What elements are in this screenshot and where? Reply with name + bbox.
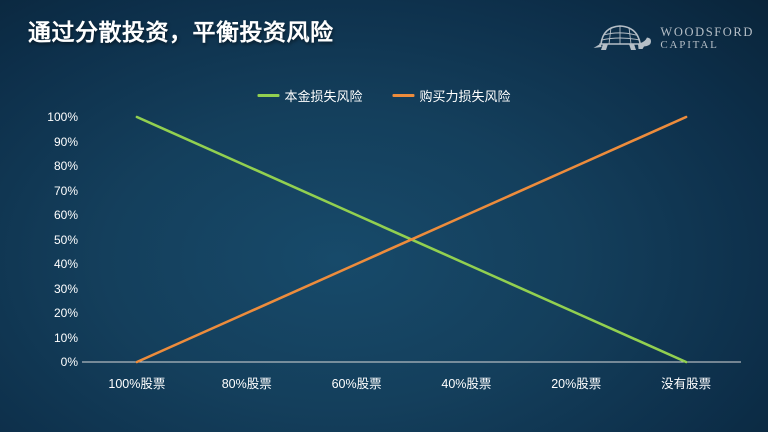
y-tick-label: 60% [53,208,78,222]
y-tick-label: 50% [53,232,78,247]
y-tick-label: 70% [53,183,78,198]
y-tick-label: 80% [53,159,78,173]
y-tick-label: 20% [53,306,78,320]
x-category-label: 100%股票 [108,377,166,391]
legend-swatch [392,94,415,97]
logo-name: WOODSFORD [660,24,754,39]
logo-subname: CAPITAL [660,38,719,51]
y-tick-label: 100% [47,110,78,124]
legend-swatch [257,94,280,97]
legend-item-0: 本金损失风险 [257,86,363,105]
x-category-label: 没有股票 [661,377,712,391]
company-logo: WOODSFORD CAPITAL [590,18,754,58]
legend-item-1: 购买力损失风险 [392,86,511,105]
logo-wordmark: WOODSFORD CAPITAL [660,24,754,51]
y-tick-label: 40% [53,257,78,271]
chart-legend: 本金损失风险 购买力损失风险 [257,86,511,105]
x-category-label: 40%股票 [441,377,492,391]
line-chart [82,115,741,364]
x-category-label: 60%股票 [331,377,382,391]
y-tick-label: 30% [53,281,78,296]
legend-label: 本金损失风险 [284,89,363,104]
turtle-icon [593,25,652,50]
x-category-label: 80%股票 [221,377,272,391]
legend-label: 购买力损失风险 [419,89,511,104]
y-tick-label: 10% [53,330,78,345]
y-tick-label: 0% [60,355,78,369]
y-tick-label: 90% [53,134,78,149]
slide-title: 通过分散投资，平衡投资风险 [28,19,334,45]
series-line-1 [135,115,688,364]
x-category-label: 20%股票 [551,377,602,391]
